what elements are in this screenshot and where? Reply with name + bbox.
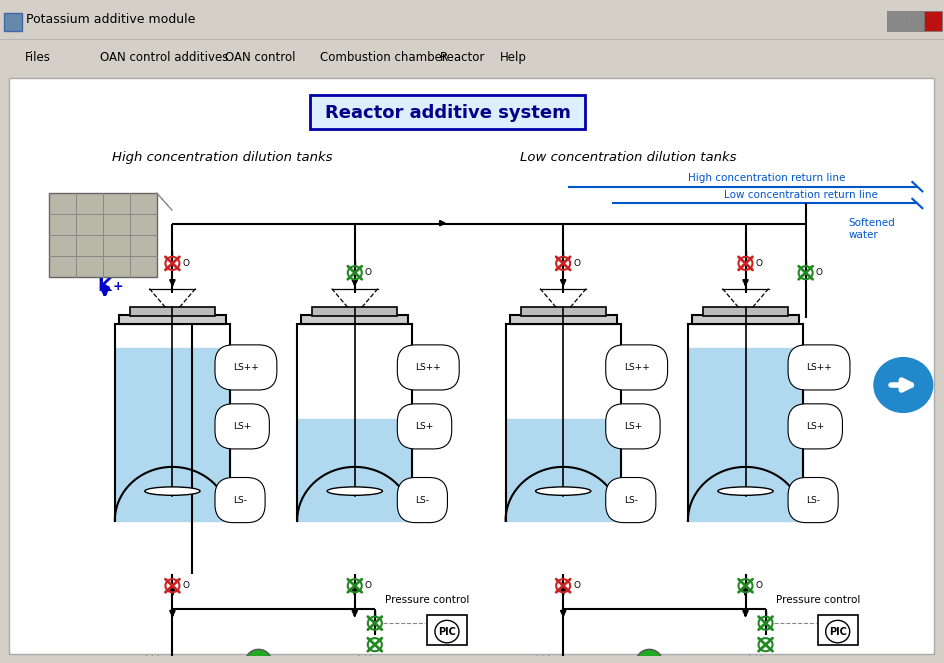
Text: +: +	[112, 280, 124, 293]
Text: LS-: LS-	[805, 495, 819, 505]
Circle shape	[245, 649, 271, 663]
Text: Reactor additive system: Reactor additive system	[324, 103, 570, 122]
Text: O: O	[815, 269, 822, 277]
Text: 100%: 100%	[233, 347, 257, 356]
Text: 100%: 100%	[623, 347, 647, 356]
Circle shape	[872, 357, 933, 413]
Bar	[119, 315, 226, 324]
Text: 75%: 75%	[233, 406, 251, 415]
Bar	[702, 308, 787, 316]
Bar	[509, 315, 616, 324]
Text: PIC: PIC	[828, 627, 846, 636]
Bar	[691, 315, 799, 324]
Bar	[4, 13, 22, 30]
Text: LS-: LS-	[415, 495, 429, 505]
Circle shape	[434, 621, 459, 643]
Polygon shape	[364, 656, 370, 663]
Text: Combustion chamber: Combustion chamber	[320, 51, 447, 64]
Circle shape	[635, 649, 662, 663]
Text: K: K	[98, 277, 111, 295]
Text: 100%: 100%	[415, 347, 439, 356]
Text: LS++: LS++	[233, 363, 259, 372]
Bar	[886, 11, 904, 30]
Polygon shape	[146, 656, 152, 663]
Bar	[817, 615, 857, 644]
Text: O: O	[755, 259, 762, 268]
Bar	[49, 193, 157, 277]
Ellipse shape	[717, 487, 772, 495]
Text: LS+: LS+	[805, 422, 823, 431]
Text: LS++: LS++	[623, 363, 649, 372]
Text: High concentration dilution tanks: High concentration dilution tanks	[111, 151, 332, 164]
Text: Softened
water: Softened water	[848, 219, 894, 240]
Polygon shape	[152, 656, 159, 663]
Text: O: O	[755, 581, 762, 590]
Text: 75%: 75%	[623, 406, 642, 415]
Bar	[520, 308, 605, 316]
Polygon shape	[543, 656, 548, 663]
Text: LS+: LS+	[233, 422, 251, 431]
Text: Low concentration return line: Low concentration return line	[723, 190, 877, 200]
Wedge shape	[687, 467, 802, 520]
Bar	[687, 348, 802, 520]
Text: Help: Help	[499, 51, 527, 64]
Text: O: O	[182, 581, 189, 590]
Text: 75%: 75%	[805, 406, 824, 415]
Text: LS++: LS++	[805, 363, 831, 372]
Bar	[129, 308, 215, 316]
Wedge shape	[505, 467, 620, 520]
Text: LS+: LS+	[415, 422, 433, 431]
Bar	[296, 418, 412, 520]
Ellipse shape	[327, 487, 382, 495]
Text: O: O	[573, 581, 580, 590]
Polygon shape	[749, 656, 755, 663]
Polygon shape	[536, 656, 543, 663]
Text: O: O	[364, 581, 371, 590]
Text: LS++: LS++	[415, 363, 441, 372]
Text: OAN control additives: OAN control additives	[100, 51, 228, 64]
Text: Reactor: Reactor	[440, 51, 485, 64]
Polygon shape	[755, 656, 761, 663]
FancyBboxPatch shape	[310, 95, 584, 129]
Text: Low concentration dilution tanks: Low concentration dilution tanks	[519, 151, 735, 164]
Text: O: O	[364, 269, 371, 277]
Text: Pressure control: Pressure control	[384, 595, 469, 605]
Wedge shape	[115, 467, 229, 520]
Polygon shape	[359, 656, 364, 663]
Text: 75%: 75%	[415, 406, 433, 415]
Circle shape	[825, 621, 849, 643]
Bar	[115, 348, 229, 520]
Ellipse shape	[144, 487, 200, 495]
Bar	[312, 308, 396, 316]
Text: Files: Files	[25, 51, 51, 64]
Bar	[905, 11, 923, 30]
Text: 100%: 100%	[805, 347, 829, 356]
Text: Potassium additive module: Potassium additive module	[26, 13, 195, 27]
Bar	[301, 315, 408, 324]
Text: LS+: LS+	[623, 422, 641, 431]
Wedge shape	[296, 467, 412, 520]
Ellipse shape	[535, 487, 590, 495]
Text: Pressure control: Pressure control	[775, 595, 859, 605]
Bar	[923, 11, 941, 30]
Bar	[427, 615, 466, 644]
Text: PIC: PIC	[438, 627, 455, 636]
Bar	[505, 418, 620, 520]
Text: LS-: LS-	[623, 495, 637, 505]
Text: O: O	[573, 259, 580, 268]
Text: O: O	[182, 259, 189, 268]
Text: LS-: LS-	[233, 495, 246, 505]
Text: High concentration return line: High concentration return line	[687, 173, 844, 183]
Text: OAN control: OAN control	[225, 51, 295, 64]
